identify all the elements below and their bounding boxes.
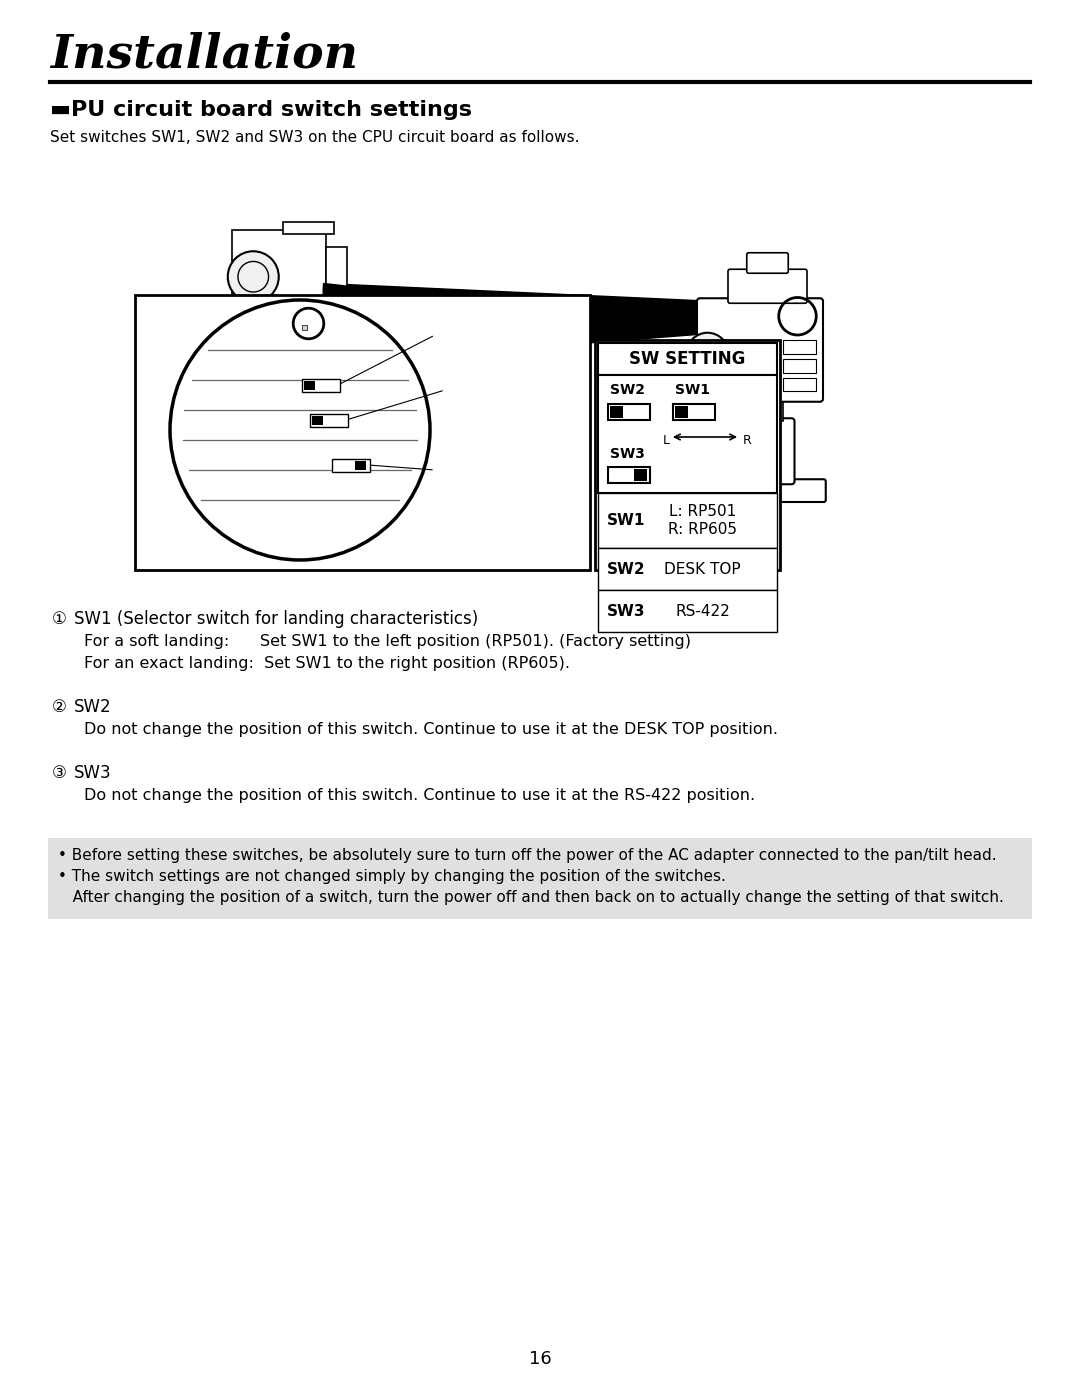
Text: Set switches SW1, SW2 and SW3 on the CPU circuit board as follows.: Set switches SW1, SW2 and SW3 on the CPU… — [50, 130, 580, 146]
Polygon shape — [324, 283, 778, 364]
Bar — [283, 221, 334, 234]
Text: ①: ① — [52, 610, 67, 629]
Circle shape — [215, 319, 292, 396]
Text: SW2: SW2 — [437, 329, 465, 342]
Circle shape — [687, 333, 729, 375]
FancyBboxPatch shape — [726, 419, 795, 484]
Bar — [595, 340, 780, 570]
Polygon shape — [324, 286, 377, 361]
Bar — [355, 461, 366, 470]
Bar — [608, 468, 650, 483]
Text: • The switch settings are not changed simply by changing the position of the swi: • The switch settings are not changed si… — [58, 869, 726, 883]
Text: RS-422: RS-422 — [675, 603, 730, 619]
Polygon shape — [324, 283, 368, 364]
Text: DESK TOP: DESK TOP — [664, 561, 741, 577]
Circle shape — [265, 377, 301, 414]
Bar — [303, 381, 315, 391]
Text: SW1: SW1 — [675, 384, 710, 398]
Bar — [310, 414, 348, 427]
FancyBboxPatch shape — [746, 253, 788, 273]
Bar — [738, 399, 783, 421]
Text: SW3: SW3 — [437, 463, 465, 476]
Text: SW3: SW3 — [610, 447, 645, 461]
Text: After changing the position of a switch, turn the power off and then back on to : After changing the position of a switch,… — [58, 890, 1004, 904]
Text: SW2: SW2 — [607, 561, 646, 577]
Bar — [731, 470, 789, 482]
Bar — [325, 246, 347, 384]
Bar — [598, 343, 777, 375]
Bar — [783, 378, 816, 391]
Text: L: RP501
R: RP605: L: RP501 R: RP605 — [669, 504, 737, 536]
Text: SW2: SW2 — [610, 384, 645, 398]
Bar — [634, 469, 647, 482]
Circle shape — [228, 251, 279, 302]
Bar — [598, 375, 777, 493]
Text: SW SETTING: SW SETTING — [630, 350, 745, 368]
Bar — [608, 405, 650, 420]
Text: R: R — [743, 434, 752, 447]
Bar — [135, 295, 590, 570]
Bar — [48, 839, 1032, 918]
Bar — [783, 358, 816, 372]
Text: For a soft landing:      Set SW1 to the left position (RP501). (Factory setting): For a soft landing: Set SW1 to the left … — [84, 634, 691, 650]
Circle shape — [170, 300, 430, 560]
Bar — [301, 325, 307, 330]
Text: L: L — [663, 434, 670, 447]
Text: SW2: SW2 — [75, 699, 111, 715]
Bar — [610, 406, 623, 419]
Bar — [733, 470, 787, 482]
FancyBboxPatch shape — [694, 479, 826, 503]
Text: SW3: SW3 — [607, 603, 646, 619]
Text: Do not change the position of this switch. Continue to use it at the DESK TOP po: Do not change the position of this switc… — [84, 722, 778, 736]
Bar — [312, 416, 323, 426]
Bar — [598, 589, 777, 631]
FancyBboxPatch shape — [728, 269, 807, 304]
Text: Installation: Installation — [50, 32, 357, 78]
Text: Do not change the position of this switch. Continue to use it at the RS-422 posi: Do not change the position of this switc… — [84, 788, 755, 804]
Text: SW1: SW1 — [607, 512, 646, 528]
Bar — [232, 230, 325, 400]
Text: • Before setting these switches, be absolutely sure to turn off the power of the: • Before setting these switches, be abso… — [58, 848, 997, 862]
Bar — [302, 379, 340, 392]
Bar — [726, 470, 794, 482]
Bar — [675, 406, 688, 419]
Text: SW3: SW3 — [75, 764, 111, 783]
Text: ③: ③ — [52, 764, 67, 783]
Text: SW1 (Selector switch for landing characteristics): SW1 (Selector switch for landing charact… — [75, 610, 478, 629]
Bar — [598, 547, 777, 589]
Bar — [673, 405, 715, 420]
Bar — [783, 340, 816, 354]
Bar — [332, 459, 370, 472]
Bar — [598, 493, 777, 547]
FancyBboxPatch shape — [697, 298, 823, 402]
Bar — [729, 470, 792, 482]
Bar — [296, 323, 313, 330]
Text: For an exact landing:  Set SW1 to the right position (RP605).: For an exact landing: Set SW1 to the rig… — [84, 657, 570, 671]
Polygon shape — [324, 288, 384, 358]
Bar — [735, 470, 785, 482]
Text: ②: ② — [52, 699, 67, 715]
Text: 16: 16 — [528, 1350, 552, 1368]
Text: ▬PU circuit board switch settings: ▬PU circuit board switch settings — [50, 99, 472, 120]
Text: SW1: SW1 — [447, 384, 475, 396]
